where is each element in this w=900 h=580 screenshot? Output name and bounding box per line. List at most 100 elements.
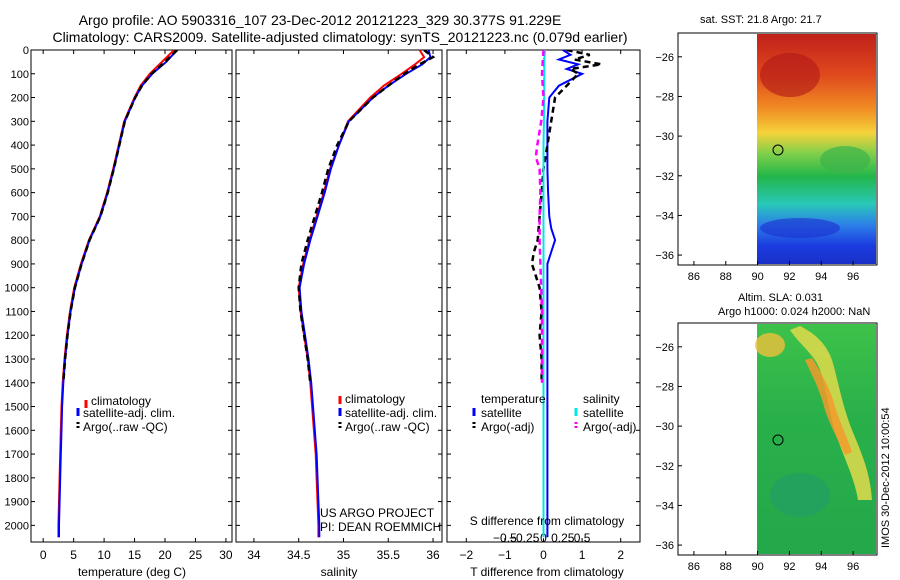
- sla-peak-west: [755, 333, 785, 357]
- sla-map-title-line2: Argo h1000: 0.024 h2000: NaN: [718, 306, 871, 318]
- legend-header-temperature: temperature: [481, 392, 546, 406]
- x-tick-label: 36: [426, 548, 440, 562]
- map-x-tick-label: 92: [783, 561, 795, 573]
- map-x-tick-label: 86: [688, 271, 700, 283]
- s-tick-label: 0.5: [574, 531, 591, 545]
- map-y-tick-label: −32: [655, 171, 674, 183]
- salinity-plot-frame: [235, 49, 443, 543]
- legend-label-temp-argo: Argo(-adj): [481, 420, 534, 434]
- footer-timestamp: IMOS 30-Dec-2012 10:00:54: [880, 407, 892, 548]
- map-y-tick-label: −32: [655, 461, 674, 473]
- y-tick-label: 1300: [5, 354, 29, 366]
- map-x-tick-label: 92: [783, 271, 795, 283]
- x-tick-label: 0: [540, 548, 547, 562]
- legend-label-sal-argo: Argo(-adj): [583, 420, 636, 434]
- x-tick-label: 25: [189, 548, 203, 562]
- map-x-tick-label: 86: [688, 561, 700, 573]
- difference-xlabel: T difference from climatology: [470, 565, 624, 579]
- map-x-tick-label: 88: [720, 271, 732, 283]
- temperature-legend: climatology satellite-adj. clim. Argo(..…: [76, 394, 175, 434]
- map-y-tick-label: −34: [655, 500, 674, 512]
- argo-position-marker: [772, 144, 784, 156]
- x-tick-label: 5: [70, 548, 77, 562]
- sla-low: [770, 473, 830, 517]
- y-tick-label: 400: [11, 140, 29, 152]
- series-salinity-satellite: [542, 50, 546, 538]
- y-tick-label: 1700: [5, 449, 29, 461]
- legend-label-sal-satellite: satellite: [583, 406, 624, 420]
- salinity-legend: climatology satellite-adj. clim. Argo(..…: [338, 392, 437, 434]
- sla-map-title-line1: Altim. SLA: 0.031: [738, 292, 823, 304]
- x-tick-label: 30: [219, 548, 233, 562]
- x-tick-label: 10: [97, 548, 111, 562]
- x-tick-label: −1: [498, 548, 512, 562]
- y-tick-label: 2000: [5, 520, 29, 532]
- sst-map: 86 88 90 92 94 96 −26 −28 −30 −32 −34 −36: [655, 32, 878, 283]
- map-y-tick-label: −30: [655, 131, 674, 143]
- map-y-tick-label: −30: [655, 421, 674, 433]
- project-credit: US ARGO PROJECT PI: DEAN ROEMMICH: [320, 506, 441, 534]
- profile-lines: [57, 50, 602, 542]
- map-y-tick-label: −28: [655, 91, 674, 103]
- x-tick-label: 34: [247, 548, 261, 562]
- sst-map-title: sat. SST: 21.8 Argo: 21.7: [700, 14, 822, 26]
- legend-label-climatology: climatology: [345, 392, 405, 406]
- series-temperature-satellite: [546, 50, 585, 538]
- project-line2: PI: DEAN ROEMMICH: [320, 520, 442, 534]
- map-y-tick-label: −28: [655, 381, 674, 393]
- temperature-plot-frame: [30, 49, 233, 543]
- y-tick-label: 1600: [5, 425, 29, 437]
- legend-label-argo: Argo(..raw -QC): [83, 420, 168, 434]
- series-argo-raw-qc-: [297, 50, 436, 383]
- y-tick-label: 300: [11, 116, 29, 128]
- x-tick-label: 34.5: [287, 548, 311, 562]
- y-tick-label: 1400: [5, 378, 29, 390]
- legend-label-argo: Argo(..raw -QC): [345, 420, 430, 434]
- y-tick-label: 800: [11, 235, 29, 247]
- s-tick-label: −0.5: [493, 531, 517, 545]
- y-tick-label: 0: [23, 45, 29, 57]
- s-tick-label: −0.25: [509, 531, 540, 545]
- x-tick-label: 15: [128, 548, 142, 562]
- map-y-tick-label: −26: [655, 52, 674, 64]
- map-x-tick-label: 88: [720, 561, 732, 573]
- map-y-tick-label: −26: [655, 342, 674, 354]
- sla-map: 86 88 90 92 94 96 −26 −28 −30 −32 −34 −36: [655, 322, 878, 573]
- map-y-tick-label: −36: [655, 250, 674, 262]
- x-tick-label: −2: [459, 548, 473, 562]
- y-tick-label: 900: [11, 259, 29, 271]
- y-tick-label: 500: [11, 164, 29, 176]
- x-tick-label: 1: [579, 548, 586, 562]
- legend-label-satellite: satellite-adj. clim.: [83, 406, 175, 420]
- x-tick-label: 20: [158, 548, 172, 562]
- y-tick-label: 100: [11, 69, 29, 81]
- y-tick-label: 1800: [5, 473, 29, 485]
- figure-title-line1: Argo profile: AO 5903316_107 23-Dec-2012…: [78, 12, 562, 28]
- y-tick-label: 1100: [5, 306, 29, 318]
- map-x-tick-label: 96: [847, 271, 859, 283]
- y-tick-label: 700: [11, 211, 29, 223]
- project-line1: US ARGO PROJECT: [320, 506, 435, 520]
- s-tick-label: 0.25: [551, 531, 575, 545]
- map-y-tick-label: −36: [655, 540, 674, 552]
- salinity-xlabel: salinity: [321, 565, 358, 579]
- y-tick-label: 1200: [5, 330, 29, 342]
- map-y-tick-label: −34: [655, 210, 674, 222]
- axis-ticks: 0 5 10 15 20 25 30 34 34.5 35 35.5 36 −2 −1 0 1 2 −0.5−0.…: [5, 45, 640, 562]
- x-tick-label: 35: [337, 548, 351, 562]
- y-tick-label: 200: [11, 93, 29, 105]
- y-tick-label: 1000: [5, 283, 29, 295]
- x-tick-label: 35.5: [377, 548, 401, 562]
- x-tick-label: 0: [40, 548, 47, 562]
- difference-legend: temperature salinity satellite satellite…: [472, 392, 636, 434]
- legend-label-climatology: climatology: [91, 394, 151, 408]
- map-x-tick-label: 94: [815, 561, 827, 573]
- x-tick-label: 2: [617, 548, 624, 562]
- temperature-xlabel: temperature (deg C): [78, 565, 186, 579]
- map-x-tick-label: 94: [815, 271, 827, 283]
- legend-label-satellite: satellite-adj. clim.: [345, 406, 437, 420]
- legend-header-salinity: salinity: [583, 392, 620, 406]
- legend-label-temp-satellite: satellite: [481, 406, 522, 420]
- sst-warm-blob: [760, 53, 820, 97]
